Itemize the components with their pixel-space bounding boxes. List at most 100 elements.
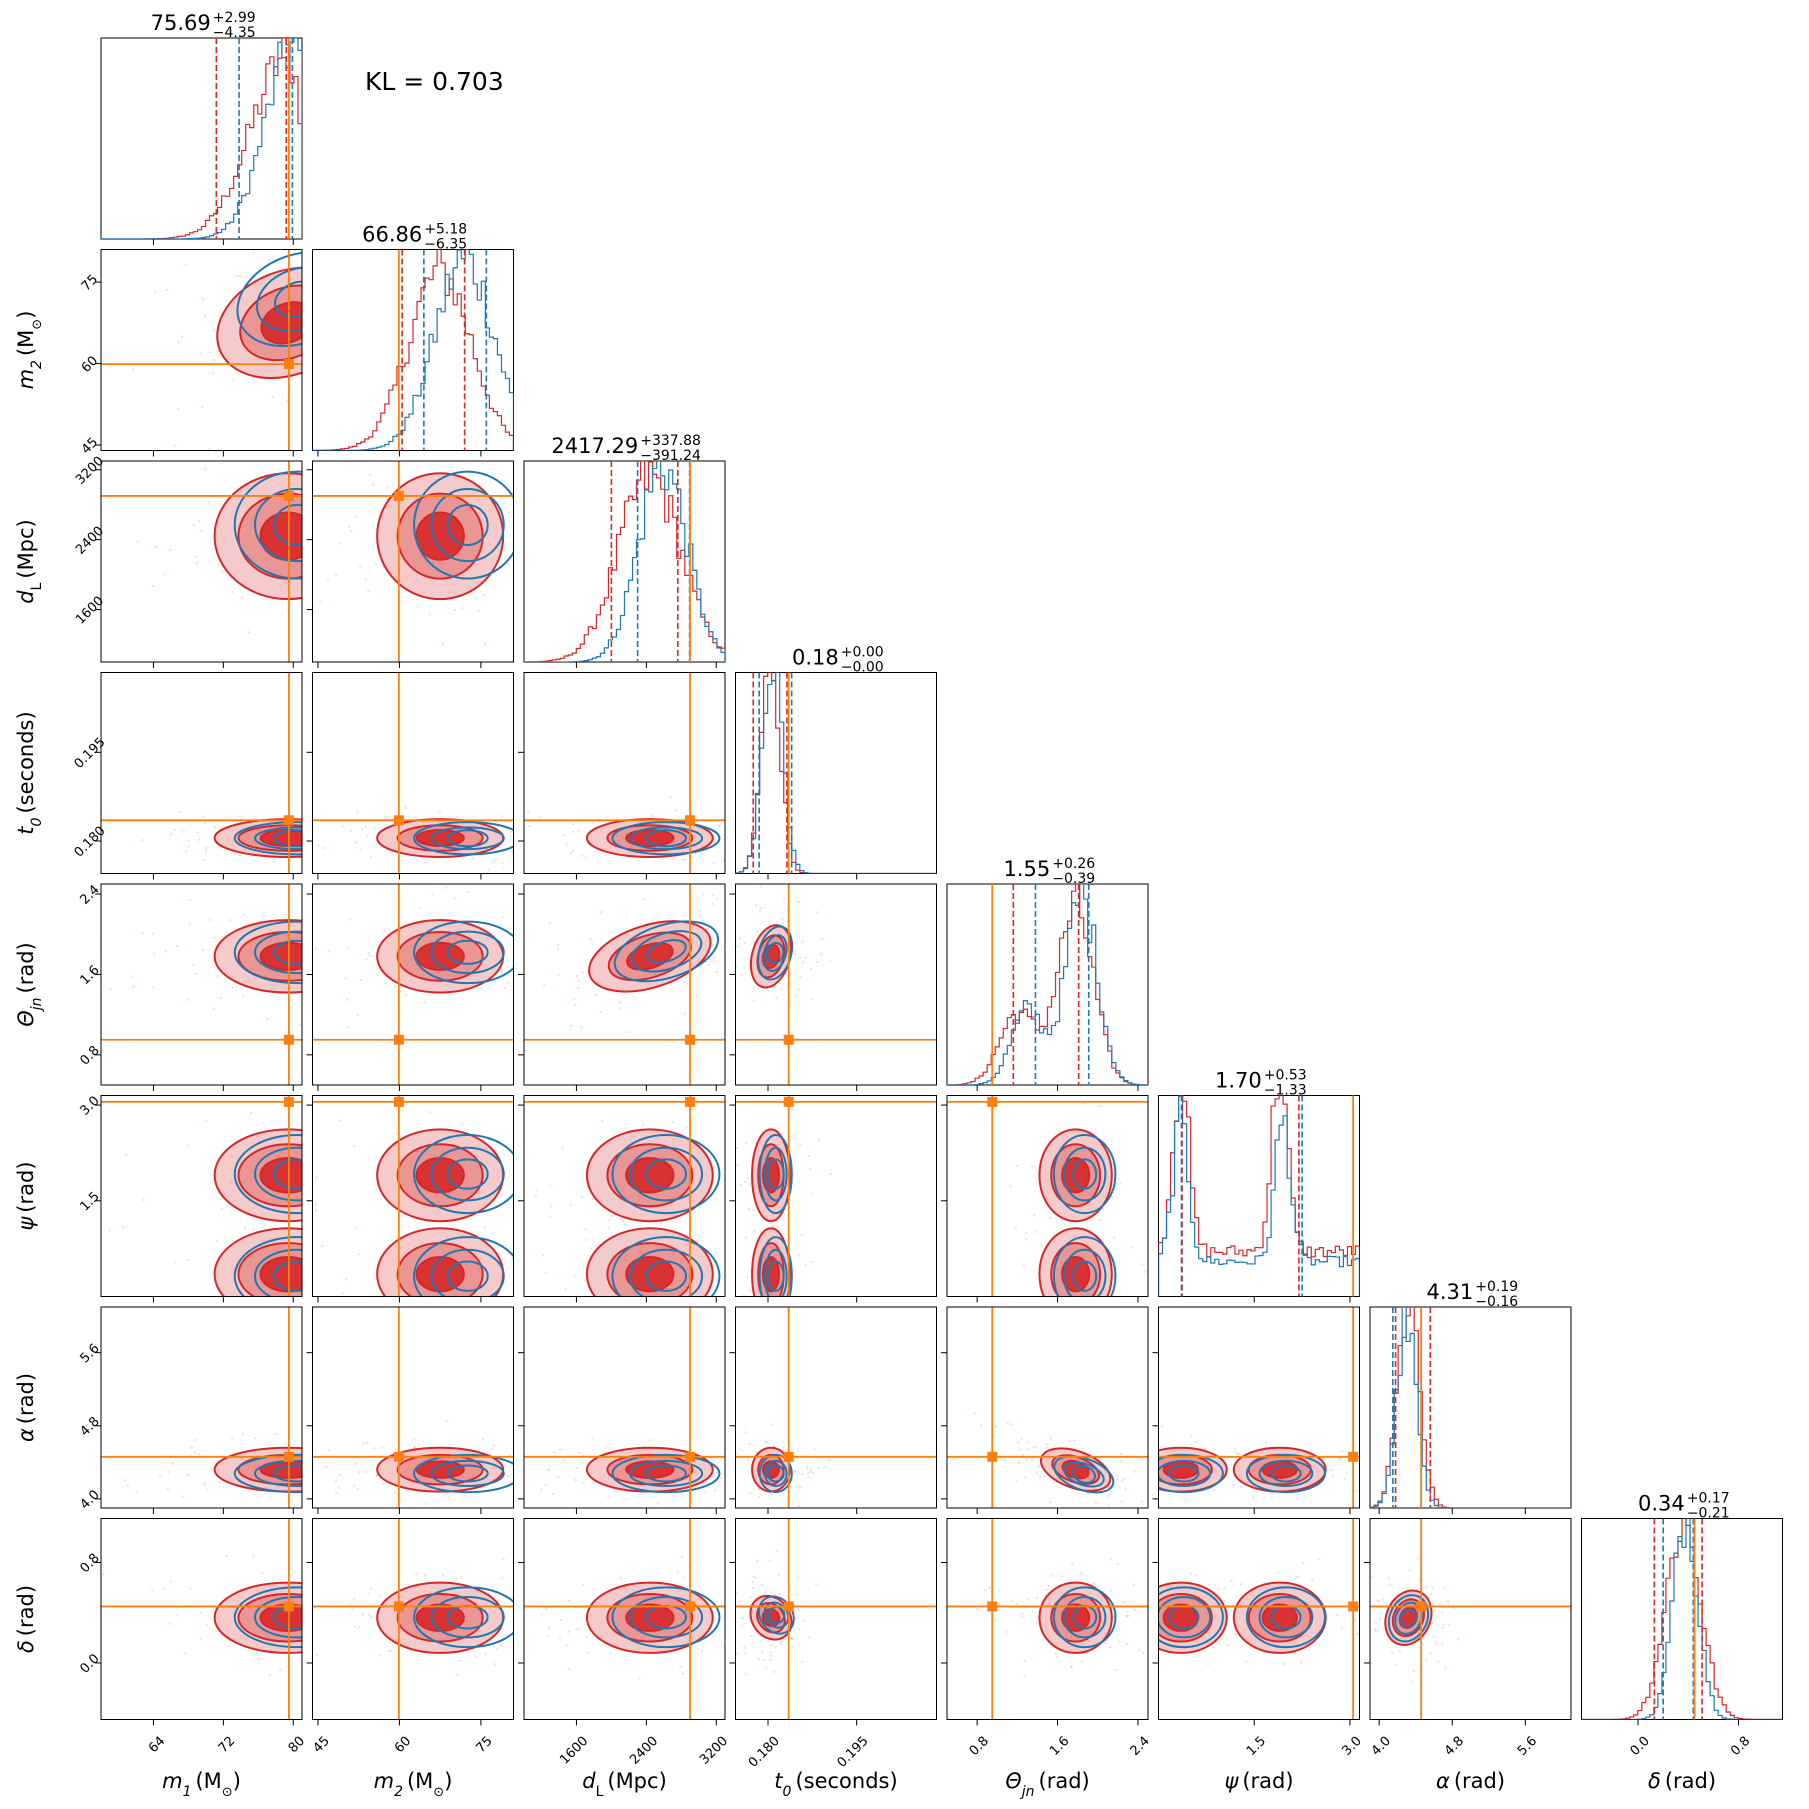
sample-point	[1055, 1655, 1058, 1659]
sample-point	[231, 590, 234, 594]
sample-point	[738, 1600, 741, 1604]
sample-point	[1237, 1452, 1241, 1455]
sample-point	[539, 865, 541, 867]
sample-point	[1031, 1165, 1034, 1168]
sample-point	[371, 849, 373, 851]
sample-point	[328, 1189, 330, 1191]
panel-frame	[100, 1518, 303, 1720]
sample-point	[204, 315, 207, 318]
sample-point	[163, 1587, 166, 1590]
contour-red-2	[625, 1157, 675, 1194]
sample-point	[1213, 1489, 1216, 1492]
sample-point	[353, 304, 355, 306]
sample-point	[781, 917, 784, 921]
sample-point	[135, 1490, 138, 1493]
sample-point	[1021, 1612, 1024, 1615]
sample-point	[525, 942, 527, 944]
sample-point	[370, 955, 373, 958]
sample-point	[368, 947, 370, 949]
sample-point	[1036, 1230, 1039, 1233]
sample-point	[341, 1630, 343, 1632]
scatter-panel-alpha-vs-m1	[100, 1306, 365, 1509]
sample-point	[350, 229, 352, 231]
sample-point	[355, 515, 358, 518]
sample-point	[679, 1665, 682, 1669]
sample-point	[541, 961, 543, 963]
sample-point	[342, 1153, 344, 1155]
sample-point	[225, 1554, 228, 1558]
sample-point	[1110, 1490, 1113, 1493]
sample-point	[799, 976, 802, 979]
sample-point	[508, 858, 510, 860]
sample-point	[746, 1177, 750, 1180]
sample-point	[345, 1278, 348, 1281]
sample-point	[1123, 1477, 1126, 1480]
sample-point	[345, 1466, 347, 1468]
sample-point	[744, 1431, 747, 1434]
sample-point	[356, 285, 358, 287]
sample-point	[776, 1225, 780, 1228]
sample-point	[309, 822, 311, 824]
hist-blue	[1581, 1518, 1783, 1720]
sample-point	[204, 1481, 207, 1484]
y-axis-label-t0: t0(seconds)	[14, 711, 45, 834]
sample-point	[1374, 1629, 1377, 1633]
sample-point	[247, 631, 251, 634]
sample-point	[736, 945, 739, 948]
sample-point	[267, 1308, 269, 1310]
sample-point	[745, 1236, 748, 1239]
sample-point	[577, 979, 581, 982]
sample-point	[749, 1182, 752, 1186]
sample-point	[698, 910, 702, 913]
sample-point	[350, 580, 352, 582]
scatter-panel-thetajn-vs-m2	[312, 883, 543, 1086]
sample-point	[354, 1462, 357, 1465]
sample-point	[568, 1626, 570, 1628]
sample-point	[474, 596, 477, 599]
sample-point	[1387, 1577, 1390, 1580]
contour-blue-0	[413, 1236, 514, 1297]
sample-point	[731, 1673, 733, 1675]
sample-point	[1160, 1425, 1164, 1428]
sample-point	[607, 1495, 610, 1498]
sample-point	[131, 368, 135, 371]
sample-point	[1341, 1450, 1344, 1453]
sample-point	[1408, 1568, 1411, 1572]
sample-point	[1049, 1216, 1052, 1219]
sample-point	[165, 288, 169, 291]
sample-point	[152, 986, 155, 989]
sample-point	[575, 825, 577, 827]
title-upper-psi: +0.53	[1264, 1068, 1307, 1084]
sample-point	[371, 483, 375, 486]
sample-point	[184, 264, 187, 267]
panel-frame	[100, 672, 303, 874]
sample-point	[619, 1007, 622, 1010]
sample-point	[1206, 1663, 1209, 1666]
contour-blue-2	[767, 1606, 786, 1625]
sample-point	[744, 1672, 748, 1675]
sample-point	[1230, 1609, 1234, 1612]
contour-blue-2	[272, 939, 302, 965]
sample-point	[758, 1495, 761, 1499]
sample-point	[573, 997, 576, 1000]
sample-point	[447, 1496, 450, 1499]
contour-blue-2	[272, 503, 302, 547]
sample-point	[1141, 1614, 1143, 1616]
sample-point	[363, 1460, 365, 1462]
sample-point	[429, 1111, 432, 1114]
sample-point	[1422, 1586, 1425, 1589]
sample-point	[1040, 1243, 1043, 1246]
sample-point	[413, 1437, 416, 1441]
sample-point	[798, 1628, 801, 1631]
contour-blue-2	[1399, 1608, 1418, 1629]
sample-point	[480, 1549, 482, 1551]
sample-point	[418, 906, 421, 909]
sample-point	[212, 359, 215, 362]
sample-point	[312, 1606, 316, 1610]
sample-point	[761, 1651, 764, 1654]
sample-point	[546, 1635, 549, 1638]
sample-point	[333, 1468, 335, 1470]
sample-point	[702, 893, 705, 896]
sample-point	[1035, 1596, 1038, 1599]
hist-panel-psi: 1.70 +0.53−1.33	[1158, 1068, 1360, 1297]
